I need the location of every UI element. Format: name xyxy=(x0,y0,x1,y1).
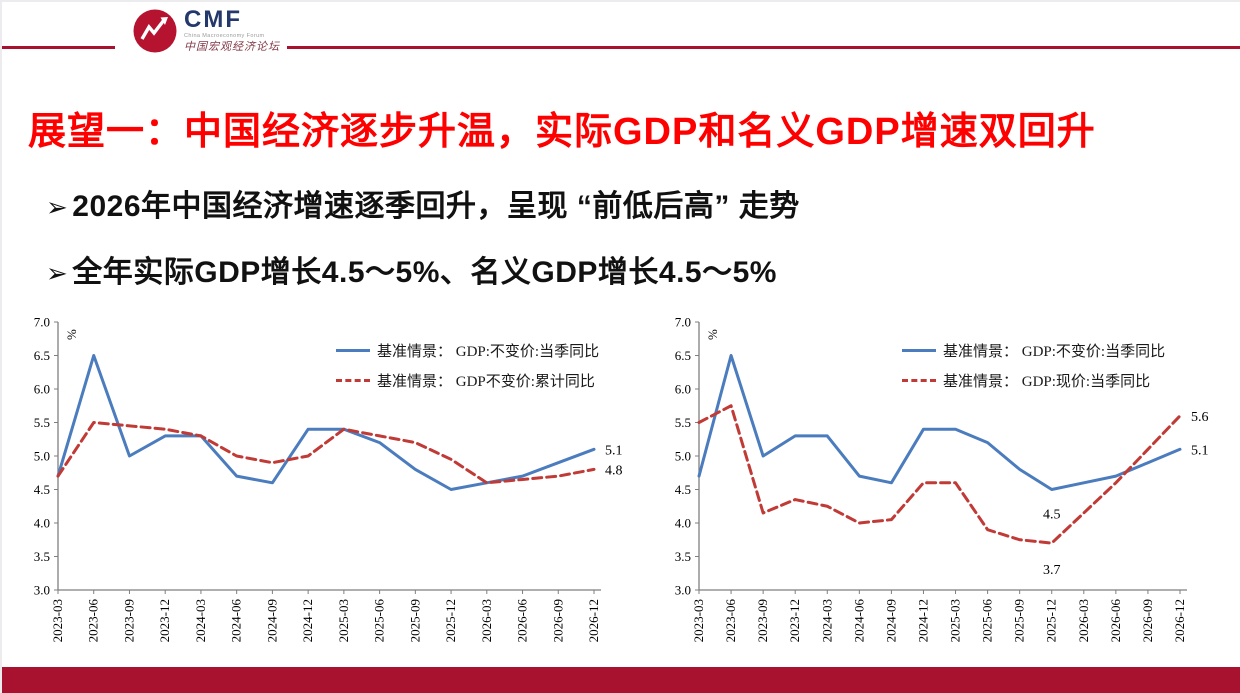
x-tick-label: 2023-09 xyxy=(755,599,770,642)
legend-dashed-line-icon xyxy=(902,379,936,382)
x-tick-label: 2024-03 xyxy=(193,599,208,642)
x-tick-label: 2026-09 xyxy=(550,599,565,642)
legend-row: 基准情景： GDP:现价:当季同比 xyxy=(902,370,1165,391)
y-tick-label: 5.0 xyxy=(675,449,691,464)
x-tick-label: 2023-12 xyxy=(787,599,802,642)
arrow-bullet-icon: ➢ xyxy=(46,258,69,288)
bullet-item: ➢ 2026年中国经济增速逐季回升，呈现 “前低后高” 走势 xyxy=(46,181,1240,225)
legend-row: 基准情景： GDP:不变价:当季同比 xyxy=(336,340,599,361)
dashed-series-line xyxy=(697,404,1182,545)
logo-subtitle-zh: 中国宏观经济论坛 xyxy=(184,40,280,53)
y-tick-label: 7.0 xyxy=(675,315,691,330)
x-tick-label: 2024-09 xyxy=(883,599,898,642)
x-tick-label: 2024-06 xyxy=(229,599,244,643)
x-tick-label: 2024-03 xyxy=(819,599,834,642)
x-tick-label: 2025-03 xyxy=(948,599,963,642)
unit-label: % xyxy=(64,329,79,340)
legend-label: 基准情景： GDP:不变价:当季同比 xyxy=(377,344,600,360)
y-tick-label: 4.5 xyxy=(34,482,50,497)
footer-bar xyxy=(2,667,1240,693)
y-tick-label: 3.0 xyxy=(34,583,50,598)
solid-series-line xyxy=(56,354,596,491)
bullet-text: 2026年中国经济增速逐季回升，呈现 “前低后高” 走势 xyxy=(72,190,800,223)
legend-row: 基准情景： GDP不变价:累计同比 xyxy=(336,370,599,391)
dashed-series-line xyxy=(56,421,596,485)
chart-legend: 基准情景： GDP:不变价:当季同比 基准情景： GDP不变价:累计同比 xyxy=(336,340,599,391)
y-tick-label: 3.0 xyxy=(675,583,691,598)
x-tick-label: 2025-06 xyxy=(372,599,387,643)
legend-label: 基准情景： GDP:不变价:当季同比 xyxy=(943,344,1166,360)
y-tick-label: 4.5 xyxy=(675,482,691,497)
x-tick-label: 2024-12 xyxy=(915,599,930,642)
y-tick-label: 3.5 xyxy=(675,549,691,564)
bullet-list: ➢ 2026年中国经济增速逐季回升，呈现 “前低后高” 走势 ➢ 全年实际GDP… xyxy=(46,181,1240,291)
x-tick-label: 2023-06 xyxy=(86,599,101,643)
x-tick-label: 2024-12 xyxy=(300,599,315,642)
bullet-item: ➢ 全年实际GDP增长4.5～5%、名义GDP增长4.5～5% xyxy=(46,247,1240,291)
x-tick-label: 2023-12 xyxy=(157,599,172,642)
cmf-logo: CMF China Macroeconomy Forum 中国宏观经济论坛 xyxy=(126,8,286,54)
arrow-bullet-icon: ➢ xyxy=(46,192,69,222)
legend-solid-line-icon xyxy=(336,349,370,352)
y-tick-label: 5.5 xyxy=(34,415,50,430)
y-tick-label: 6.0 xyxy=(34,382,50,397)
x-tick-label: 2026-09 xyxy=(1140,599,1155,642)
y-tick-label: 5.5 xyxy=(675,415,691,430)
y-tick-label: 5.0 xyxy=(34,449,50,464)
header-rule xyxy=(2,46,1240,49)
x-tick-label: 2026-06 xyxy=(1108,599,1123,643)
y-tick-label: 4.0 xyxy=(34,516,50,531)
x-tick-label: 2026-12 xyxy=(586,599,601,642)
data-label: 4.5 xyxy=(1043,508,1061,523)
x-tick-label: 2023-03 xyxy=(691,599,706,642)
nominal-gdp-chart-canvas: 3.0 3.5 4.0 4.5 5.0 5.5 6.0 6.5 7.0 2023-03 2023-0… xyxy=(675,315,1209,643)
data-label: 5.6 xyxy=(1191,410,1209,425)
unit-label: % xyxy=(705,329,720,340)
legend-row: 基准情景： GDP:不变价:当季同比 xyxy=(902,340,1165,361)
x-tick-label: 2023-03 xyxy=(50,599,65,642)
y-tick-label: 7.0 xyxy=(34,315,50,330)
y-tick-label: 6.5 xyxy=(675,348,691,363)
x-tick-label: 2026-06 xyxy=(515,599,530,643)
logo-text: CMF China Macroeconomy Forum 中国宏观经济论坛 xyxy=(184,8,280,53)
x-tick-label: 2025-06 xyxy=(980,599,995,643)
y-tick-label: 6.0 xyxy=(675,382,691,397)
x-tick-label: 2025-09 xyxy=(1012,599,1027,642)
logo-subtitle-en: China Macroeconomy Forum xyxy=(184,33,265,39)
charts-row: 3.0 3.5 4.0 4.5 5.0 5.5 6.0 6.5 7.0 2023-03 2023-0… xyxy=(2,308,1240,664)
legend-label: 基准情景： GDP不变价:累计同比 xyxy=(377,374,595,390)
x-tick-label: 2025-09 xyxy=(407,599,422,642)
data-label: 5.1 xyxy=(1191,443,1209,458)
y-tick-label: 4.0 xyxy=(675,516,691,531)
bullet-text: 全年实际GDP增长4.5～5%、名义GDP增长4.5～5% xyxy=(72,256,777,289)
solid-series-line xyxy=(697,354,1182,491)
cmf-logo-icon xyxy=(133,9,177,53)
y-tick-label: 3.5 xyxy=(34,549,50,564)
x-tick-label: 2026-12 xyxy=(1172,599,1187,642)
x-tick-label: 2024-09 xyxy=(264,599,279,642)
data-label: 5.1 xyxy=(605,443,622,458)
x-tick-label: 2025-12 xyxy=(1044,599,1059,642)
data-label: 3.7 xyxy=(1043,563,1061,578)
x-tick-label: 2023-06 xyxy=(723,599,738,643)
y-tick-label: 6.5 xyxy=(34,348,50,363)
x-tick-label: 2025-12 xyxy=(443,599,458,642)
slide-title: 展望一：中国经济逐步升温，实际GDP和名义GDP增速双回升 xyxy=(28,111,1096,153)
header: CMF China Macroeconomy Forum 中国宏观经济论坛 xyxy=(2,2,1240,64)
x-tick-label: 2023-09 xyxy=(121,599,136,642)
x-tick-label: 2024-06 xyxy=(851,599,866,643)
legend-dashed-line-icon xyxy=(336,379,370,382)
legend-label: 基准情景： GDP:现价:当季同比 xyxy=(943,374,1151,390)
x-tick-label: 2026-03 xyxy=(1076,599,1091,642)
logo-cmf-text: CMF xyxy=(184,6,242,33)
chart-legend: 基准情景： GDP:不变价:当季同比 基准情景： GDP:现价:当季同比 xyxy=(902,340,1165,391)
nominal-gdp-chart: 3.0 3.5 4.0 4.5 5.0 5.5 6.0 6.5 7.0 2023-03 2023-0… xyxy=(622,308,1236,664)
real-gdp-chart-canvas: 3.0 3.5 4.0 4.5 5.0 5.5 6.0 6.5 7.0 2023-03 2023-0… xyxy=(34,315,622,643)
data-label: 4.8 xyxy=(605,463,622,478)
x-tick-label: 2026-03 xyxy=(479,599,494,642)
x-tick-label: 2025-03 xyxy=(336,599,351,642)
legend-solid-line-icon xyxy=(902,349,936,352)
real-gdp-chart: 3.0 3.5 4.0 4.5 5.0 5.5 6.0 6.5 7.0 2023-03 2023-0… xyxy=(8,308,622,664)
